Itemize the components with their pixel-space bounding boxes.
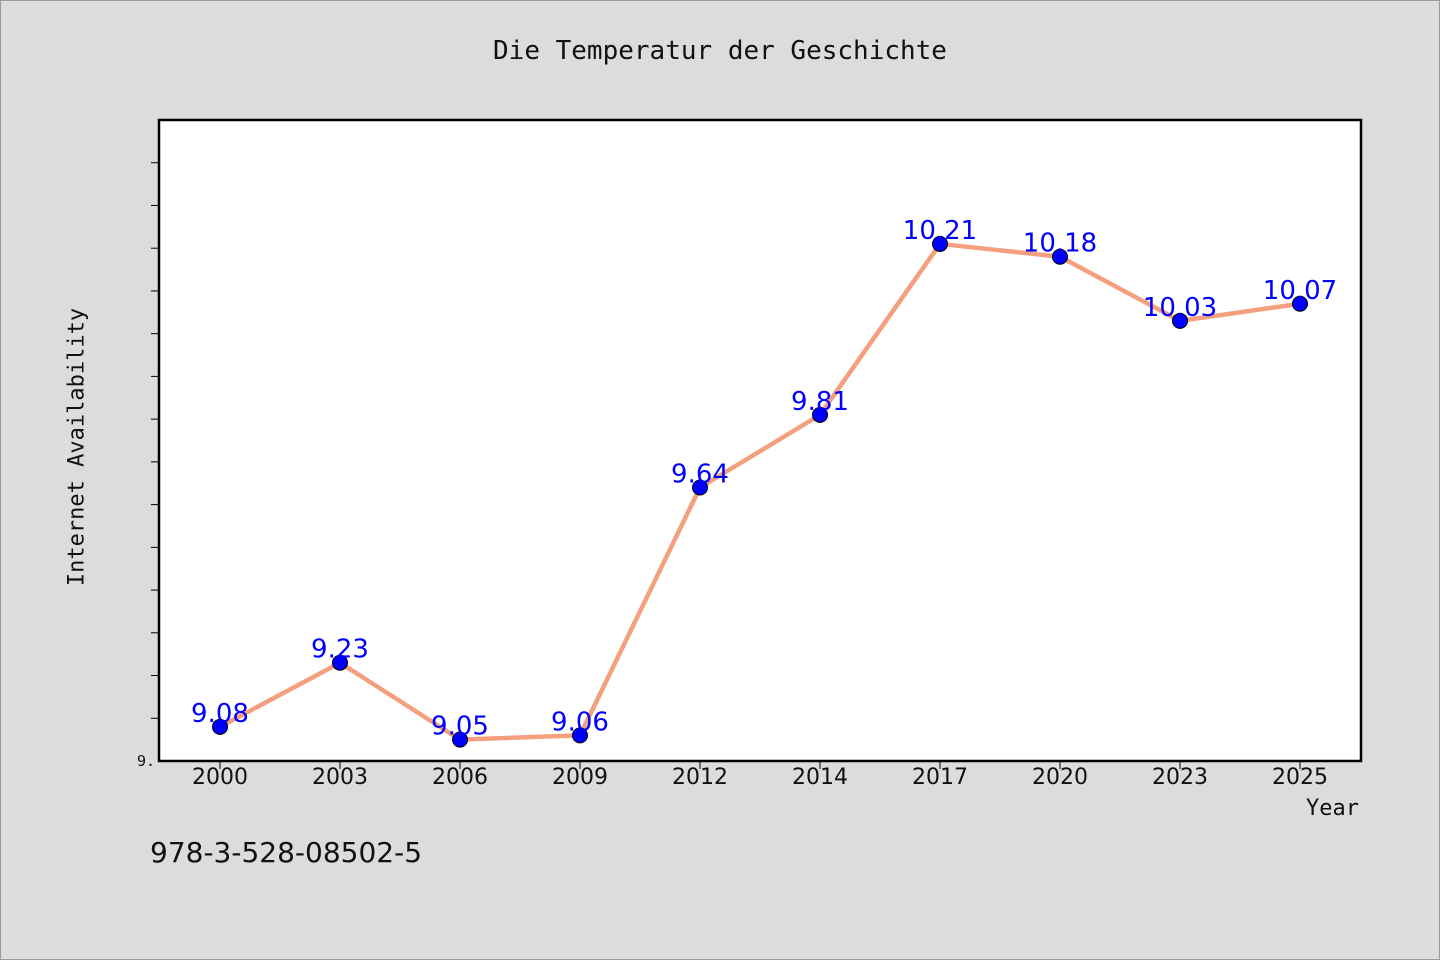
- x-axis-label: Year: [1306, 796, 1359, 821]
- data-label: 9.05: [431, 712, 489, 742]
- data-point: [812, 406, 828, 423]
- data-label: 9.81: [791, 387, 849, 417]
- x-tick-label: 2023: [1152, 765, 1208, 790]
- isbn-text: 978-3-528-08502-5: [150, 836, 423, 869]
- data-point: [572, 727, 588, 744]
- x-tick-label: 2003: [312, 765, 368, 790]
- data-label: 10.21: [903, 216, 977, 246]
- x-tick-label: 2006: [432, 765, 488, 790]
- data-point: [1172, 312, 1188, 329]
- plot-area: [157, 118, 1363, 763]
- x-tick-label: 2017: [912, 765, 968, 790]
- data-point: [212, 718, 228, 735]
- x-tick-label: 2014: [792, 765, 848, 790]
- data-point: [932, 235, 948, 252]
- data-label: 9.64: [671, 460, 729, 490]
- x-tick-label: 2000: [192, 765, 248, 790]
- data-label: 9.23: [311, 635, 369, 665]
- data-point: [1292, 295, 1308, 312]
- data-label: 10.03: [1143, 293, 1217, 323]
- data-label: 10.18: [1023, 229, 1097, 259]
- data-label: 10.07: [1263, 276, 1337, 306]
- x-tick-label: 2012: [672, 765, 728, 790]
- data-label: 9.08: [191, 699, 249, 729]
- data-point: [332, 654, 348, 671]
- y-tick-label: 9.: [137, 752, 155, 770]
- data-point: [1052, 248, 1068, 265]
- x-tick-label: 2020: [1032, 765, 1088, 790]
- data-label: 9.06: [551, 707, 609, 737]
- x-tick-label: 2025: [1272, 765, 1328, 790]
- x-tick-label: 2009: [552, 765, 608, 790]
- series-line: [217, 241, 1303, 742]
- data-point: [452, 731, 468, 748]
- chart-title: Die Temperatur der Geschichte: [493, 36, 947, 66]
- data-point: [692, 479, 708, 496]
